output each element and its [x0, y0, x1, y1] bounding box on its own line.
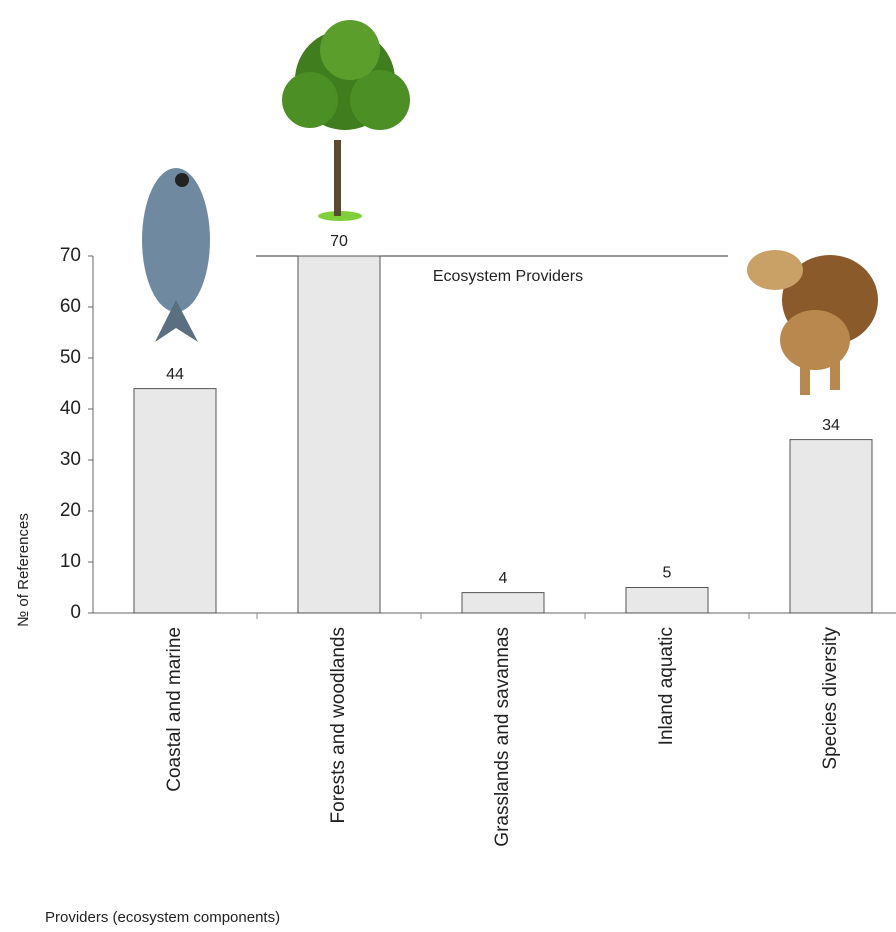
value-label: 34 — [822, 417, 840, 434]
bar — [298, 256, 380, 613]
y-tick-label: 60 — [60, 296, 81, 317]
lion-image — [747, 250, 878, 395]
x-tick-label: Species diversity — [820, 627, 841, 770]
y-tick-label: 10 — [60, 551, 81, 572]
annotation: Ecosystem Providers — [433, 268, 583, 285]
y-tick-label: 70 — [60, 245, 81, 266]
value-label: 5 — [663, 565, 672, 582]
bar — [626, 588, 708, 614]
x-tick-label: Grasslands and savannas — [492, 627, 513, 847]
chart: Ecosystem Providers № of References Prov… — [0, 0, 896, 932]
bar — [462, 593, 544, 613]
bar — [134, 389, 216, 613]
bar — [790, 440, 872, 613]
value-label: 70 — [330, 233, 348, 250]
x-tick-label: Coastal and marine — [164, 627, 185, 792]
y-tick-label: 0 — [70, 602, 81, 623]
y-tick-label: 20 — [60, 500, 81, 521]
value-label: 44 — [166, 366, 184, 383]
tree-image — [282, 20, 410, 221]
y-tick-label: 40 — [60, 398, 81, 419]
y-tick-label: 50 — [60, 347, 81, 368]
y-tick-label: 30 — [60, 449, 81, 470]
fish-image — [142, 168, 210, 342]
x-axis-label: Providers (ecosystem components) — [45, 909, 280, 926]
x-tick-label: Forests and woodlands — [328, 627, 349, 823]
y-axis-label: № of References — [15, 513, 32, 627]
value-label: 4 — [499, 570, 508, 587]
x-tick-label: Inland aquatic — [656, 627, 677, 745]
